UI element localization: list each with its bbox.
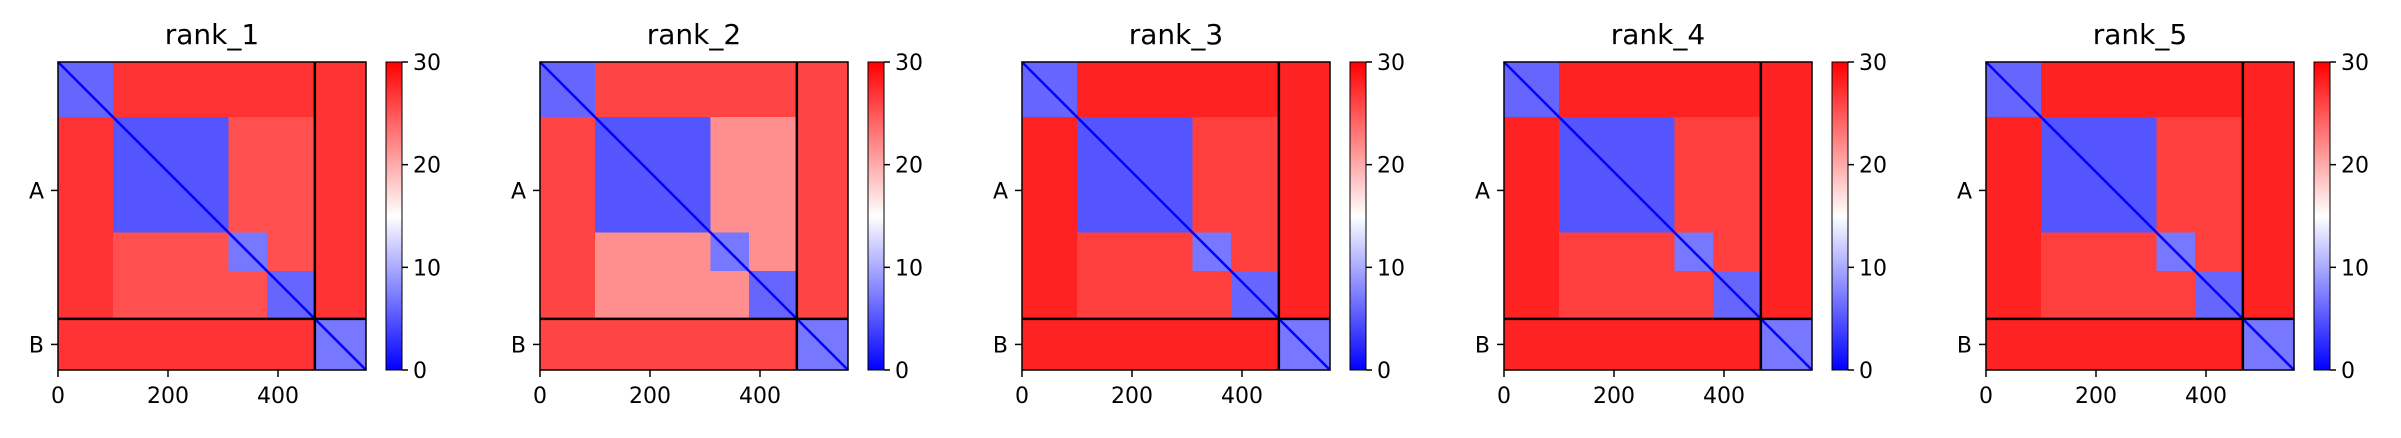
colorbar-tick-label: 0 [895, 359, 909, 384]
x-tick-label: 0 [51, 384, 65, 409]
panel-rank_1: rank_1 0 200 400 A B 0 10 20 30 [29, 18, 441, 409]
colorbar-tick-label: 20 [1859, 154, 1887, 179]
colorbar-tick-label: 30 [2341, 51, 2369, 76]
heatmap-block [2041, 232, 2157, 271]
plot-frame [539, 61, 849, 371]
chain-label: A [511, 179, 526, 204]
chain-label: B [1475, 333, 1490, 358]
heatmap-block [1231, 232, 1279, 271]
colorbar-tick-label: 10 [2341, 256, 2369, 281]
colorbar [2313, 61, 2331, 371]
x-tick-label: 400 [1703, 384, 1745, 409]
colorbar-tick-label: 20 [413, 154, 441, 179]
heatmap-block [1077, 232, 1193, 271]
chain-label: B [1957, 333, 1972, 358]
colorbar-tick-label: 30 [1859, 51, 1887, 76]
colorbar-tick-label: 20 [1377, 154, 1405, 179]
heatmap-block [228, 117, 267, 233]
panel-title: rank_4 [1611, 18, 1705, 51]
heatmap-block [267, 232, 315, 271]
colorbar [385, 61, 403, 371]
colorbar-tick-label: 10 [1377, 256, 1405, 281]
colorbar-tick-label: 10 [1859, 256, 1887, 281]
colorbar-tick-label: 30 [413, 51, 441, 76]
panel-title: rank_3 [1129, 18, 1223, 51]
colorbar [1349, 61, 1367, 371]
x-tick-label: 400 [2185, 384, 2227, 409]
x-tick-label: 0 [1497, 384, 1511, 409]
colorbar-tick-label: 0 [1859, 359, 1873, 384]
colorbar [1831, 61, 1849, 371]
x-tick-label: 400 [257, 384, 299, 409]
panel-rank_3: rank_3 0 200 400 A B 0 10 20 30 [993, 18, 1405, 409]
panel-rank_2: rank_2 0 200 400 A B 0 10 20 30 [511, 18, 923, 409]
heatmap-block [595, 232, 711, 271]
colorbar-tick-label: 30 [1377, 51, 1405, 76]
x-tick-label: 0 [1015, 384, 1029, 409]
chain-label: B [993, 333, 1008, 358]
heatmap-block [1559, 232, 1675, 271]
heatmap-block [267, 117, 315, 233]
chain-label: A [1957, 179, 1972, 204]
heatmap-block [749, 117, 797, 233]
chain-label: A [1475, 179, 1490, 204]
colorbar-tick-label: 0 [413, 359, 427, 384]
heatmap-block [2041, 271, 2157, 319]
heatmap-block [228, 271, 267, 319]
x-tick-label: 200 [147, 384, 189, 409]
heatmap-block [1231, 117, 1279, 233]
heatmap-block [2195, 117, 2243, 233]
plot-frame [1985, 61, 2295, 371]
x-tick-label: 200 [1593, 384, 1635, 409]
heatmap-block [1674, 117, 1713, 233]
panel-rank_4: rank_4 0 200 400 A B 0 10 20 30 [1475, 18, 1887, 409]
heatmap-block [1713, 232, 1761, 271]
x-tick-label: 400 [1221, 384, 1263, 409]
x-tick-label: 200 [629, 384, 671, 409]
heatmap-block [2156, 271, 2195, 319]
panel-title: rank_2 [647, 18, 741, 51]
heatmap-block [710, 271, 749, 319]
x-tick-label: 0 [1979, 384, 1993, 409]
colorbar-tick-label: 10 [413, 256, 441, 281]
colorbar [867, 61, 885, 371]
colorbar-tick-label: 20 [2341, 154, 2369, 179]
chain-label: A [993, 179, 1008, 204]
colorbar-tick-label: 0 [2341, 359, 2355, 384]
panel-rank_5: rank_5 0 200 400 A B 0 10 20 30 [1957, 18, 2369, 409]
chain-label: B [511, 333, 526, 358]
heatmap-block [1713, 117, 1761, 233]
heatmap-block [595, 271, 711, 319]
chain-label: A [29, 179, 44, 204]
x-tick-label: 400 [739, 384, 781, 409]
heatmap-block [2195, 232, 2243, 271]
heatmap-block [1674, 271, 1713, 319]
panel-title: rank_5 [2093, 18, 2187, 51]
heatmap-block [113, 232, 229, 271]
x-tick-label: 0 [533, 384, 547, 409]
colorbar-tick-label: 30 [895, 51, 923, 76]
colorbar-tick-label: 10 [895, 256, 923, 281]
colorbar-tick-label: 20 [895, 154, 923, 179]
plot-frame [1021, 61, 1331, 371]
plot-frame [57, 61, 367, 371]
heatmap-block [710, 117, 749, 233]
heatmap-block [1559, 271, 1675, 319]
heatmap-block [749, 232, 797, 271]
heatmap-block [1077, 271, 1193, 319]
heatmap-block [1192, 271, 1231, 319]
plot-frame [1503, 61, 1813, 371]
chain-label: B [29, 333, 44, 358]
panel-title: rank_1 [165, 18, 259, 51]
heatmap-block [113, 271, 229, 319]
x-tick-label: 200 [2075, 384, 2117, 409]
heatmap-block [2156, 117, 2195, 233]
colorbar-tick-label: 0 [1377, 359, 1391, 384]
heatmap-block [1192, 117, 1231, 233]
x-tick-label: 200 [1111, 384, 1153, 409]
